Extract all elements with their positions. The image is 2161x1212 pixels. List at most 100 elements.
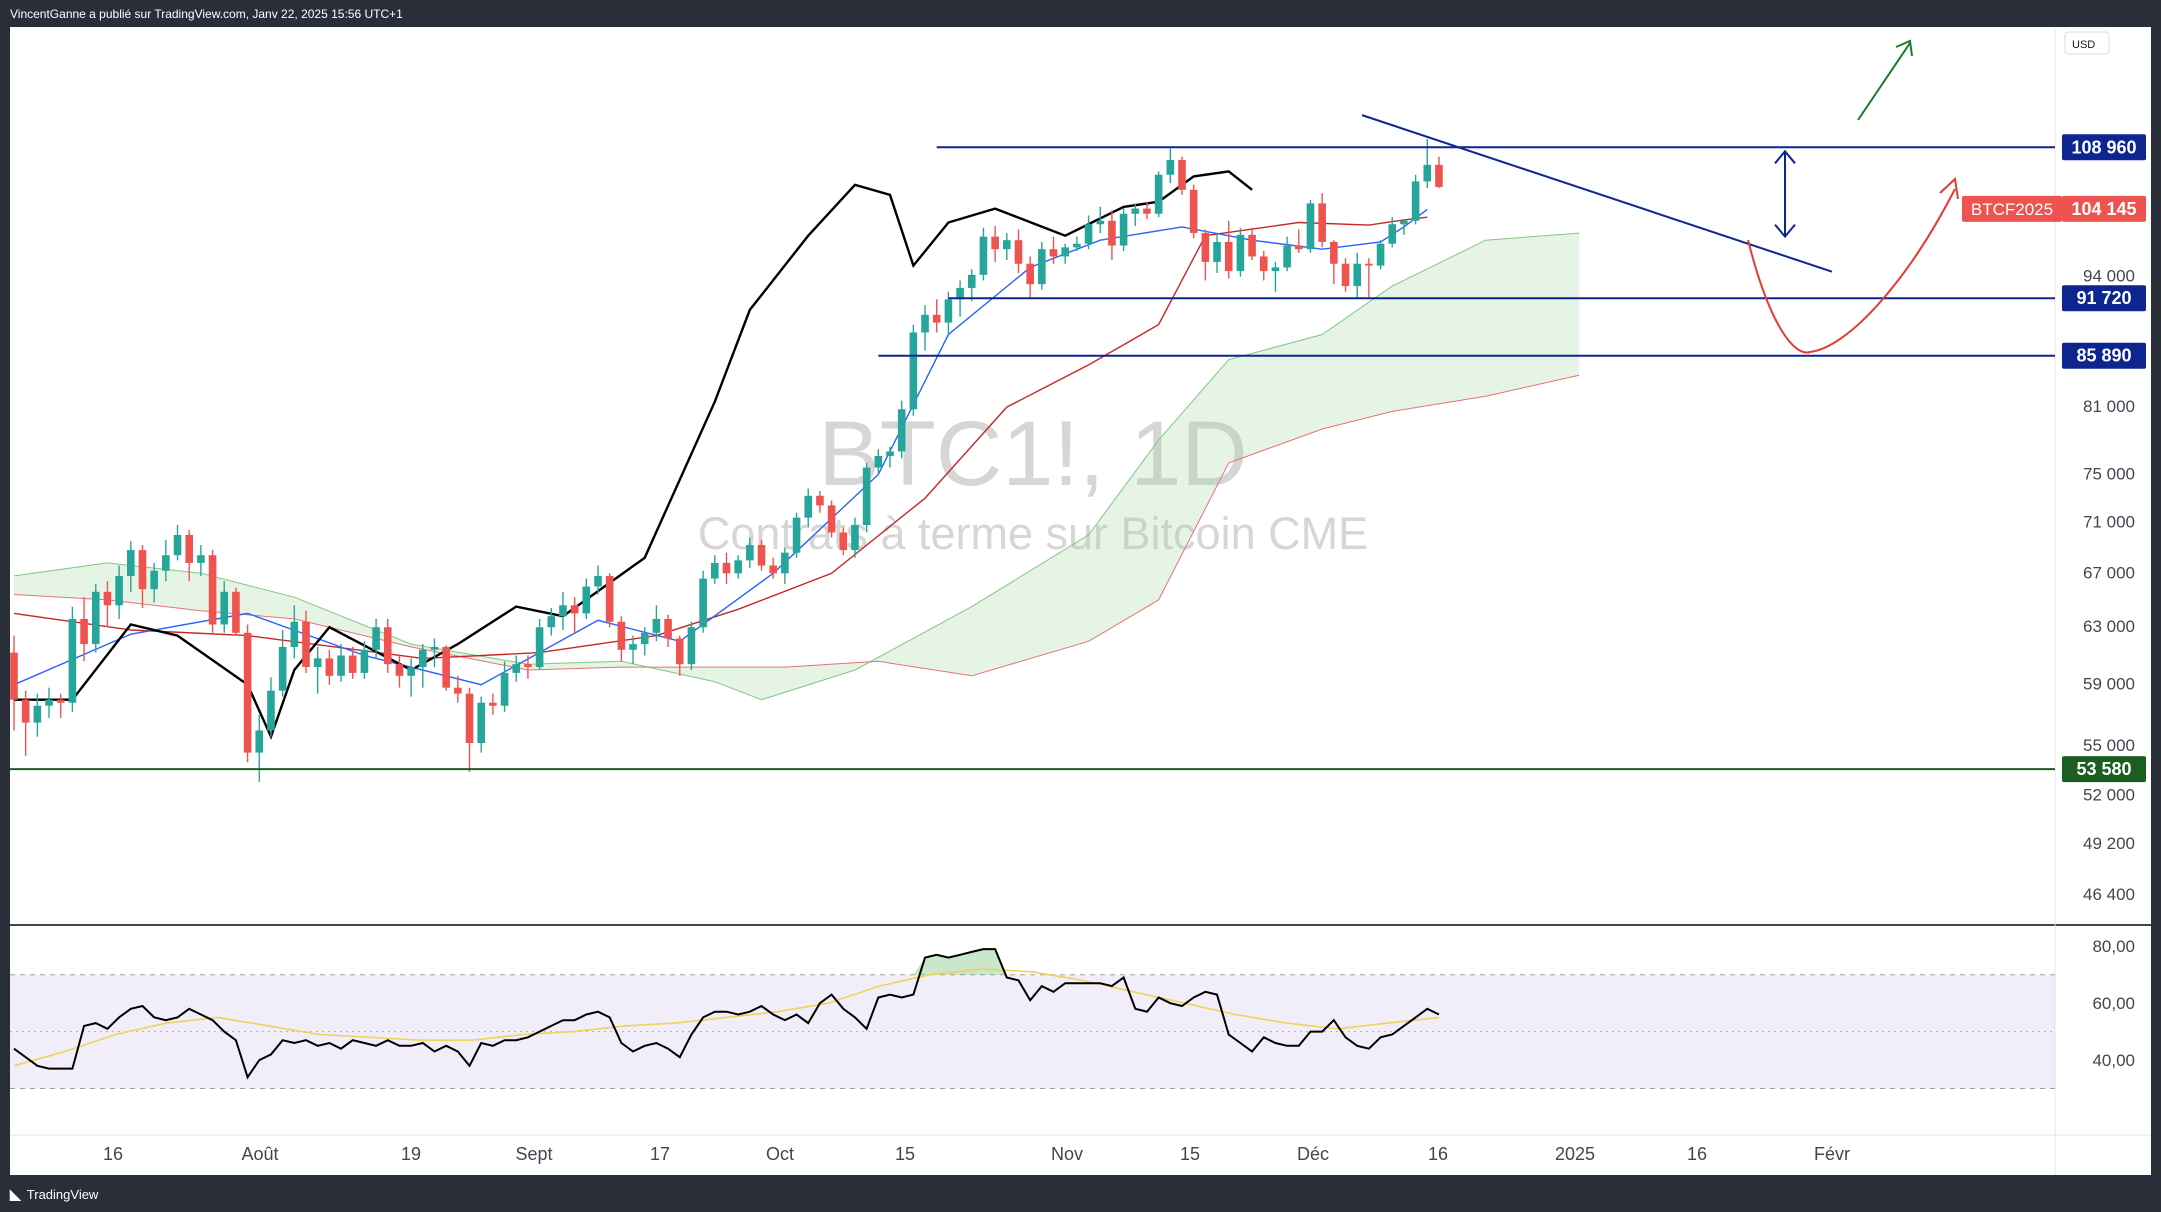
candle[interactable] — [325, 649, 334, 685]
candle[interactable] — [979, 227, 988, 281]
candle[interactable] — [150, 562, 158, 603]
candle[interactable] — [816, 491, 824, 513]
candle[interactable] — [430, 638, 439, 668]
candle[interactable] — [454, 675, 462, 703]
candle[interactable] — [1330, 240, 1338, 285]
candle[interactable] — [1248, 227, 1256, 261]
candle[interactable] — [1061, 243, 1069, 264]
candle[interactable] — [80, 597, 88, 662]
candle[interactable] — [711, 555, 719, 584]
candle[interactable] — [559, 591, 567, 631]
candle[interactable] — [1049, 236, 1058, 264]
candle[interactable] — [185, 529, 193, 582]
candle[interactable] — [173, 524, 182, 561]
candle[interactable] — [1131, 203, 1140, 226]
candle[interactable] — [629, 635, 637, 665]
candle[interactable] — [1108, 210, 1116, 261]
candle[interactable] — [419, 644, 427, 688]
candle[interactable] — [208, 550, 217, 633]
candle[interactable] — [115, 565, 123, 619]
candle[interactable] — [1435, 156, 1443, 189]
candle[interactable] — [699, 570, 707, 633]
candle[interactable] — [1003, 233, 1011, 261]
candle[interactable] — [921, 305, 929, 351]
candle[interactable] — [792, 512, 801, 558]
candle[interactable] — [45, 687, 53, 718]
candle[interactable] — [1400, 218, 1408, 235]
candle[interactable] — [582, 578, 591, 619]
candle[interactable] — [1154, 171, 1163, 218]
candle[interactable] — [605, 573, 614, 628]
candle[interactable] — [617, 616, 626, 662]
candle[interactable] — [781, 547, 789, 584]
candle[interactable] — [1353, 252, 1361, 298]
candle[interactable] — [383, 618, 392, 673]
candle[interactable] — [932, 299, 941, 333]
candle[interactable] — [313, 646, 322, 694]
candle[interactable] — [220, 581, 229, 633]
candle[interactable] — [197, 545, 205, 576]
candle[interactable] — [1026, 256, 1034, 298]
candle[interactable] — [827, 500, 836, 538]
candle[interactable] — [10, 635, 18, 731]
candle[interactable] — [127, 541, 135, 592]
candle[interactable] — [1318, 193, 1326, 248]
candle[interactable] — [243, 624, 252, 763]
candle[interactable] — [1376, 240, 1385, 270]
candle[interactable] — [675, 635, 684, 676]
candle[interactable] — [1213, 234, 1221, 273]
candle[interactable] — [909, 324, 918, 416]
candle[interactable] — [967, 269, 976, 302]
candle[interactable] — [395, 655, 404, 688]
candle[interactable] — [56, 693, 65, 718]
candle[interactable] — [1014, 229, 1023, 273]
candle[interactable] — [1224, 220, 1233, 279]
candle[interactable] — [722, 552, 731, 584]
candle[interactable] — [1236, 227, 1245, 277]
candle[interactable] — [991, 225, 999, 262]
candle[interactable] — [255, 714, 264, 782]
candle[interactable] — [290, 605, 299, 659]
candle[interactable] — [442, 645, 450, 691]
candle[interactable] — [33, 693, 42, 737]
tradingview-logo[interactable]: ◣ TradingView — [10, 1186, 98, 1203]
candle[interactable] — [851, 517, 859, 558]
candle[interactable] — [640, 627, 649, 656]
candle[interactable] — [734, 555, 742, 579]
candle[interactable] — [103, 581, 112, 628]
candle[interactable] — [757, 539, 766, 571]
candle[interactable] — [512, 655, 521, 682]
candle[interactable] — [1306, 199, 1315, 253]
candle[interactable] — [1365, 258, 1373, 298]
candle[interactable] — [1341, 258, 1350, 292]
candle[interactable] — [372, 618, 380, 659]
candle[interactable] — [547, 607, 556, 636]
candle[interactable] — [1096, 206, 1105, 234]
candle[interactable] — [874, 449, 883, 475]
candle[interactable] — [1271, 261, 1280, 292]
candle[interactable] — [465, 687, 474, 773]
candle[interactable] — [500, 661, 509, 712]
candle[interactable] — [1283, 236, 1291, 272]
candle[interactable] — [267, 677, 275, 737]
candle[interactable] — [1084, 215, 1093, 250]
candle[interactable] — [570, 597, 579, 633]
candle[interactable] — [524, 655, 532, 679]
candle[interactable] — [1201, 229, 1210, 281]
candle[interactable] — [489, 693, 497, 715]
currency-box[interactable]: USD — [2064, 31, 2110, 55]
candle[interactable] — [1119, 208, 1128, 251]
candle[interactable] — [1259, 250, 1268, 281]
candle[interactable] — [746, 537, 754, 569]
candle[interactable] — [687, 621, 696, 670]
candle[interactable] — [594, 565, 602, 595]
candle[interactable] — [535, 618, 544, 670]
candle[interactable] — [1189, 184, 1198, 239]
candle[interactable] — [886, 446, 894, 468]
candle[interactable] — [360, 641, 369, 679]
candle[interactable] — [769, 557, 777, 579]
candle[interactable] — [1073, 236, 1081, 251]
candle[interactable] — [1295, 229, 1303, 253]
candle[interactable] — [232, 587, 240, 636]
